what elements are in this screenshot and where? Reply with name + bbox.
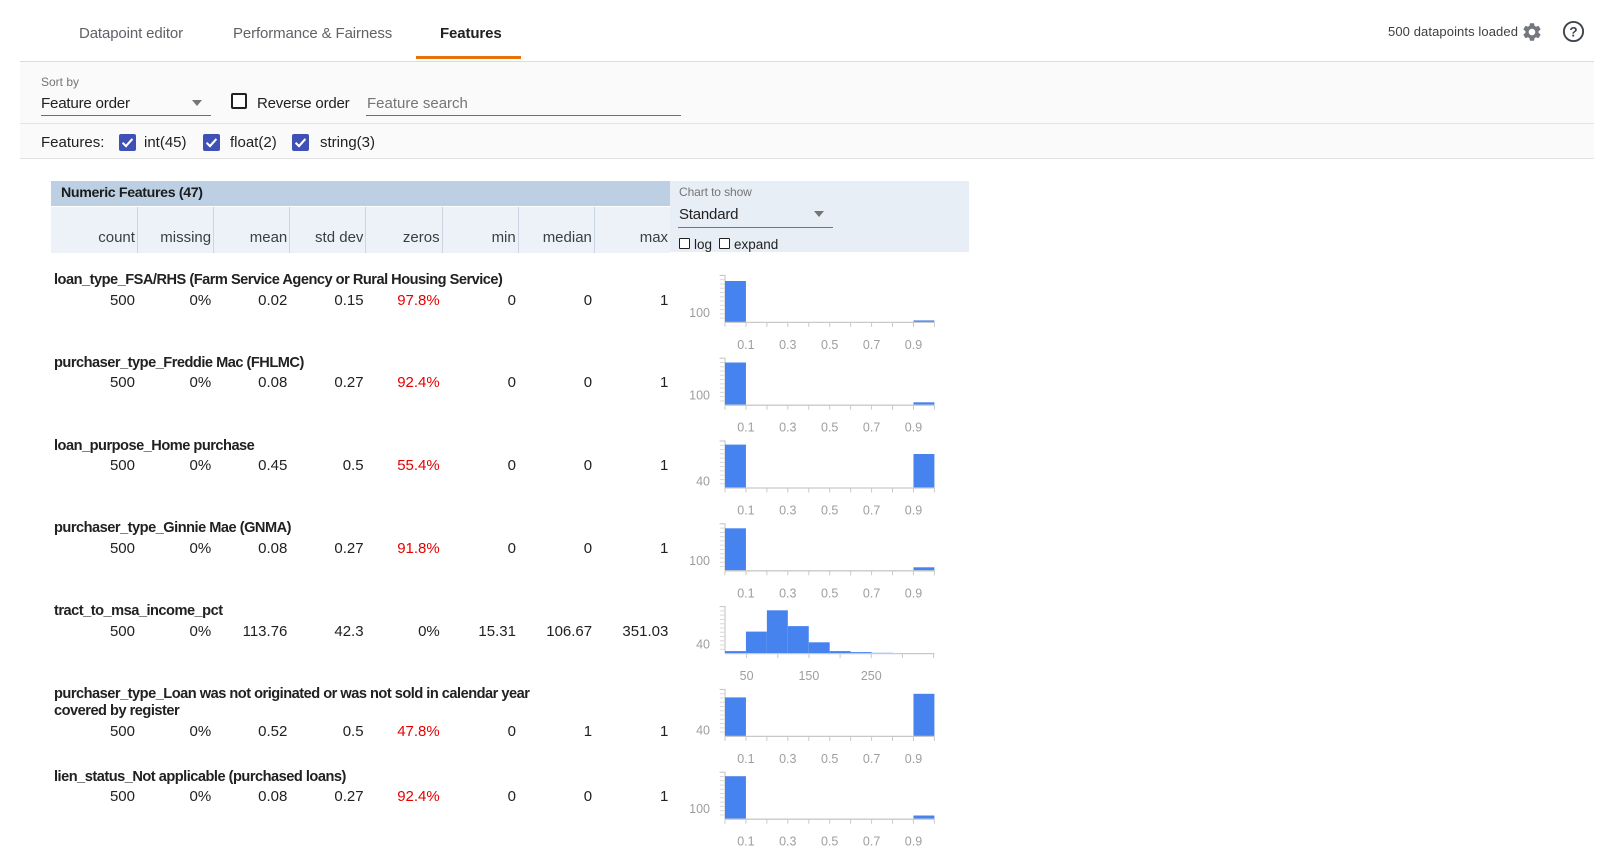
svg-text:0.7: 0.7 bbox=[863, 752, 880, 766]
svg-text:0.5: 0.5 bbox=[821, 835, 838, 849]
svg-text:0.1: 0.1 bbox=[737, 421, 754, 435]
svg-text:0.7: 0.7 bbox=[863, 421, 880, 435]
svg-text:0.3: 0.3 bbox=[779, 752, 796, 766]
svg-text:0.7: 0.7 bbox=[863, 586, 880, 600]
svg-text:0.5: 0.5 bbox=[821, 338, 838, 352]
svg-text:0.9: 0.9 bbox=[905, 586, 922, 600]
svg-text:0.1: 0.1 bbox=[737, 504, 754, 518]
svg-text:0.3: 0.3 bbox=[779, 586, 796, 600]
svg-text:0.5: 0.5 bbox=[821, 586, 838, 600]
svg-text:0.9: 0.9 bbox=[905, 835, 922, 849]
svg-text:0.3: 0.3 bbox=[779, 835, 796, 849]
svg-text:0.1: 0.1 bbox=[737, 338, 754, 352]
svg-text:100: 100 bbox=[689, 802, 710, 816]
svg-text:100: 100 bbox=[689, 554, 710, 568]
svg-text:0.3: 0.3 bbox=[779, 504, 796, 518]
svg-text:0.3: 0.3 bbox=[779, 338, 796, 352]
svg-text:0.5: 0.5 bbox=[821, 752, 838, 766]
svg-text:0.1: 0.1 bbox=[737, 835, 754, 849]
svg-text:0.1: 0.1 bbox=[737, 586, 754, 600]
svg-text:40: 40 bbox=[696, 723, 710, 737]
svg-text:0.3: 0.3 bbox=[779, 421, 796, 435]
svg-text:250: 250 bbox=[861, 669, 882, 683]
svg-text:100: 100 bbox=[689, 389, 710, 403]
svg-text:100: 100 bbox=[689, 306, 710, 320]
svg-text:0.5: 0.5 bbox=[821, 504, 838, 518]
svg-text:0.5: 0.5 bbox=[821, 421, 838, 435]
svg-text:?: ? bbox=[1569, 24, 1577, 39]
svg-text:0.9: 0.9 bbox=[905, 421, 922, 435]
svg-text:0.9: 0.9 bbox=[905, 752, 922, 766]
svg-text:40: 40 bbox=[696, 638, 710, 652]
svg-text:0.7: 0.7 bbox=[863, 338, 880, 352]
svg-text:40: 40 bbox=[696, 475, 710, 489]
svg-text:0.7: 0.7 bbox=[863, 835, 880, 849]
svg-text:0.7: 0.7 bbox=[863, 504, 880, 518]
svg-text:0.1: 0.1 bbox=[737, 752, 754, 766]
svg-text:0.9: 0.9 bbox=[905, 338, 922, 352]
svg-text:150: 150 bbox=[798, 669, 819, 683]
svg-text:50: 50 bbox=[740, 669, 754, 683]
svg-text:0.9: 0.9 bbox=[905, 504, 922, 518]
